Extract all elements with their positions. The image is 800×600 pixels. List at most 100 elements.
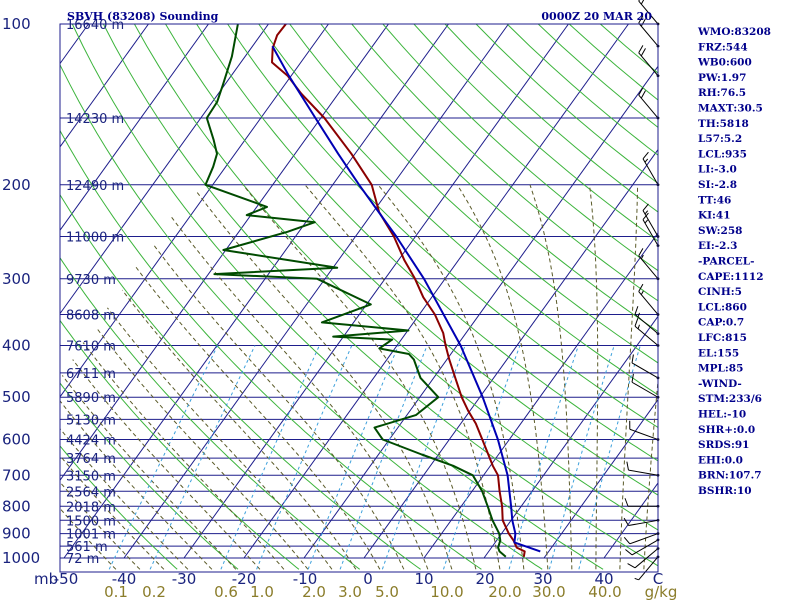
- index-value: SI:-2.8: [698, 179, 737, 191]
- height-label: 11000 m: [66, 230, 124, 245]
- index-value: BSHR:10: [698, 485, 752, 497]
- moist-adiabat: [60, 481, 141, 570]
- moist-adiabat: [589, 184, 599, 570]
- station-title: SBVH (83208) Sounding: [67, 10, 219, 23]
- moist-adiabat: [60, 427, 189, 570]
- temperature-tick-label: -50: [54, 570, 79, 588]
- index-value: -WIND-: [698, 378, 742, 390]
- pressure-tick-label: 700: [2, 466, 31, 484]
- height-label: 5130 m: [66, 413, 116, 428]
- mixing-ratio-tick-label: 5.0: [375, 583, 399, 600]
- mixing-ratio-line: [548, 345, 615, 570]
- dry-adiabat: [60, 319, 300, 570]
- moist-adiabat: [135, 266, 381, 570]
- mixing-ratio-tick-label: 1.0: [250, 583, 274, 600]
- index-value: RH:76.5: [698, 87, 746, 99]
- parcel-trace: [271, 45, 541, 553]
- moist-adiabat: [60, 507, 117, 570]
- mixing-ratio-tick-label: 2.0: [302, 583, 326, 600]
- index-value: EI:-2.3: [698, 240, 737, 252]
- mixing-ratio-tick-label: 40.0: [588, 583, 621, 600]
- thermo-grid: [60, 24, 658, 570]
- pressure-unit-label: mb: [34, 570, 58, 588]
- wind-barb: [638, 87, 660, 120]
- wind-barb: [642, 212, 660, 247]
- index-value: LCL:935: [698, 148, 747, 160]
- moist-adiabat: [153, 245, 405, 570]
- height-label: 7610 m: [66, 340, 116, 355]
- isotherm-line: [63, 24, 449, 559]
- wind-barb: [634, 306, 660, 336]
- height-label: 3150 m: [66, 469, 116, 484]
- dry-adiabat: [227, 24, 658, 429]
- isotherm-line: [60, 24, 209, 232]
- dry-adiabat: [382, 24, 658, 272]
- mixing-ratio-tick-label: 0.2: [142, 583, 166, 600]
- index-value: CINH:5: [698, 286, 742, 298]
- dry-adiabat: [289, 24, 658, 364]
- height-labels: 16640 m 14230 m 12490 m 11000 m 9730 m 8608 m…: [66, 18, 124, 567]
- pressure-tick-label: 800: [2, 497, 31, 515]
- dry-adiabat: [60, 193, 421, 570]
- moist-adiabat: [195, 190, 453, 570]
- pressure-tick-label: 900: [2, 525, 31, 543]
- temperature-tick-label: 30: [533, 570, 552, 588]
- height-label: 9730 m: [66, 273, 116, 288]
- mixing-ratio-tick-label: 10.0: [430, 583, 463, 600]
- pressure-tick-label: 600: [2, 431, 31, 449]
- temperature-tick-label: -30: [172, 570, 197, 588]
- index-value: SRDS:91: [698, 439, 750, 451]
- mixing-ratio-line: [108, 345, 219, 570]
- moist-adiabat: [95, 327, 309, 570]
- isotherm-line: [123, 24, 509, 559]
- mixing-ratio-tick-label: 3.0: [338, 583, 362, 600]
- height-label: 4424 m: [66, 434, 116, 449]
- isotherm-line: [423, 232, 658, 559]
- index-value: PW:1.97: [698, 72, 746, 84]
- height-label: 14230 m: [66, 112, 124, 127]
- dry-adiabat: [351, 24, 658, 302]
- mixing-ratio-tick-label: 20.0: [488, 583, 521, 600]
- temperature-tick-label: 40: [594, 570, 613, 588]
- moist-adiabat: [242, 184, 477, 570]
- dry-adiabat: [60, 256, 361, 570]
- pressure-axis: 100 200 300 400 500 600 700 800 900 1000: [2, 15, 40, 567]
- temperature-tick-label: 20: [475, 570, 494, 588]
- index-value: STM:233/6: [698, 393, 762, 405]
- index-value: CAPE:1112: [698, 271, 764, 283]
- moist-adiabat: [60, 454, 165, 570]
- dry-adiabat: [60, 445, 178, 570]
- isotherm-line: [60, 24, 389, 482]
- pressure-tick-label: 300: [2, 270, 31, 288]
- dewpoint-profile: [204, 24, 507, 558]
- mixing-ratio-line: [578, 345, 641, 570]
- dry-adiabat: [60, 129, 482, 570]
- dry-adiabat: [320, 24, 658, 333]
- pressure-tick-label: 500: [2, 388, 31, 406]
- temperature-profile: [271, 24, 526, 557]
- isotherm-line: [303, 65, 658, 559]
- height-label: 2564 m: [66, 485, 116, 500]
- moist-adiabat: [61, 375, 237, 570]
- mixing-ratio-tick-label: 0.1: [104, 583, 128, 600]
- height-label: 1500 m: [66, 514, 116, 529]
- wind-barb: [623, 532, 660, 545]
- pressure-tick-label: 200: [2, 176, 31, 194]
- height-label: 5890 m: [66, 391, 116, 406]
- height-label: 2018 m: [66, 500, 116, 515]
- index-value: MPL:85: [698, 363, 743, 375]
- index-value: FRZ:544: [698, 41, 748, 53]
- mixing-ratio-line: [256, 345, 353, 570]
- index-value: LCL:860: [698, 301, 747, 313]
- dry-adiabat: [165, 24, 658, 496]
- mixing-ratio-line: [339, 345, 428, 570]
- dry-adiabat: [196, 24, 658, 462]
- isotherm-line: [243, 24, 629, 559]
- mixing-ratio-tick-label: 30.0: [532, 583, 565, 600]
- indices-panel: WMO:83208 FRZ:544 WB0:600 PW:1.97 RH:76.5 MAX…: [697, 26, 771, 497]
- wind-barb: [623, 517, 660, 527]
- wind-barb: [642, 151, 660, 187]
- mixing-ratio-tick-label: g/kg: [645, 583, 678, 600]
- moist-adiabat: [121, 289, 357, 570]
